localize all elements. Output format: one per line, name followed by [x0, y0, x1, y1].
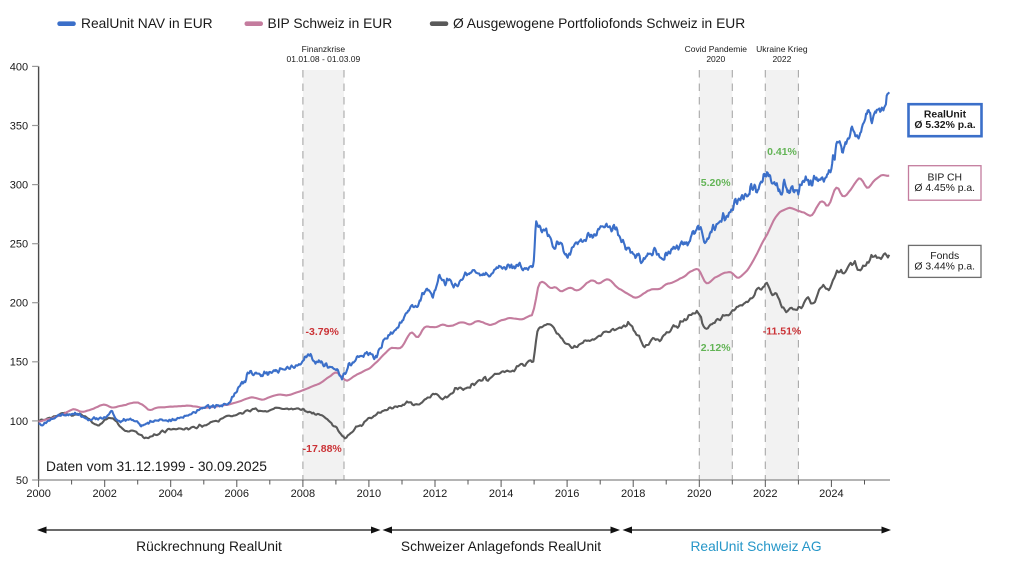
svg-text:50: 50 — [16, 475, 28, 487]
svg-text:250: 250 — [10, 239, 28, 251]
svg-text:Ukraine Krieg: Ukraine Krieg — [756, 44, 808, 54]
svg-text:Ø 4.45% p.a.: Ø 4.45% p.a. — [914, 183, 975, 194]
svg-text:BIP CH: BIP CH — [928, 172, 962, 183]
svg-text:2020: 2020 — [687, 488, 711, 500]
svg-text:BIP Schweiz in EUR: BIP Schweiz in EUR — [268, 16, 393, 31]
svg-text:2002: 2002 — [92, 488, 116, 500]
svg-text:2014: 2014 — [489, 488, 513, 500]
svg-text:-11.51%: -11.51% — [763, 326, 802, 338]
svg-text:0.41%: 0.41% — [767, 146, 797, 158]
svg-text:5.20%: 5.20% — [701, 177, 731, 189]
svg-text:01.01.08 - 01.03.09: 01.01.08 - 01.03.09 — [287, 54, 361, 64]
svg-text:2012: 2012 — [423, 488, 447, 500]
svg-text:Daten vom 31.12.1999 - 30.09.2: Daten vom 31.12.1999 - 30.09.2025 — [46, 459, 267, 474]
svg-text:Finanzkrise: Finanzkrise — [302, 44, 346, 54]
svg-text:2024: 2024 — [819, 488, 843, 500]
svg-text:2006: 2006 — [225, 488, 249, 500]
svg-text:2000: 2000 — [26, 488, 50, 500]
svg-text:150: 150 — [10, 357, 28, 369]
svg-text:Rückrechnung RealUnit: Rückrechnung RealUnit — [136, 539, 282, 554]
svg-text:2004: 2004 — [158, 488, 182, 500]
svg-text:Ø 3.44% p.a.: Ø 3.44% p.a. — [914, 261, 975, 272]
svg-text:Fonds: Fonds — [930, 251, 959, 262]
svg-text:Ø 5.32% p.a.: Ø 5.32% p.a. — [914, 120, 975, 131]
svg-text:2010: 2010 — [357, 488, 381, 500]
svg-text:300: 300 — [10, 180, 28, 192]
svg-text:100: 100 — [10, 416, 28, 428]
svg-text:2022: 2022 — [753, 488, 777, 500]
svg-text:2018: 2018 — [621, 488, 645, 500]
svg-text:Schweizer Anlagefonds RealUnit: Schweizer Anlagefonds RealUnit — [401, 539, 601, 554]
svg-text:350: 350 — [10, 120, 28, 132]
svg-text:RealUnit: RealUnit — [924, 110, 967, 121]
svg-text:2016: 2016 — [555, 488, 579, 500]
svg-text:RealUnit NAV in EUR: RealUnit NAV in EUR — [81, 16, 213, 31]
svg-text:-17.88%: -17.88% — [303, 443, 343, 455]
svg-text:Ø Ausgewogene Portfoliofonds S: Ø Ausgewogene Portfoliofonds Schweiz in … — [453, 16, 745, 31]
svg-text:2020: 2020 — [706, 54, 725, 64]
svg-text:400: 400 — [10, 61, 28, 73]
svg-text:2.12%: 2.12% — [701, 342, 731, 354]
svg-text:RealUnit Schweiz AG: RealUnit Schweiz AG — [690, 539, 821, 554]
svg-text:-3.79%: -3.79% — [306, 326, 340, 338]
svg-text:2008: 2008 — [291, 488, 315, 500]
svg-text:2022: 2022 — [772, 54, 791, 64]
svg-text:Covid Pandemie: Covid Pandemie — [685, 44, 748, 54]
svg-text:200: 200 — [10, 298, 28, 310]
